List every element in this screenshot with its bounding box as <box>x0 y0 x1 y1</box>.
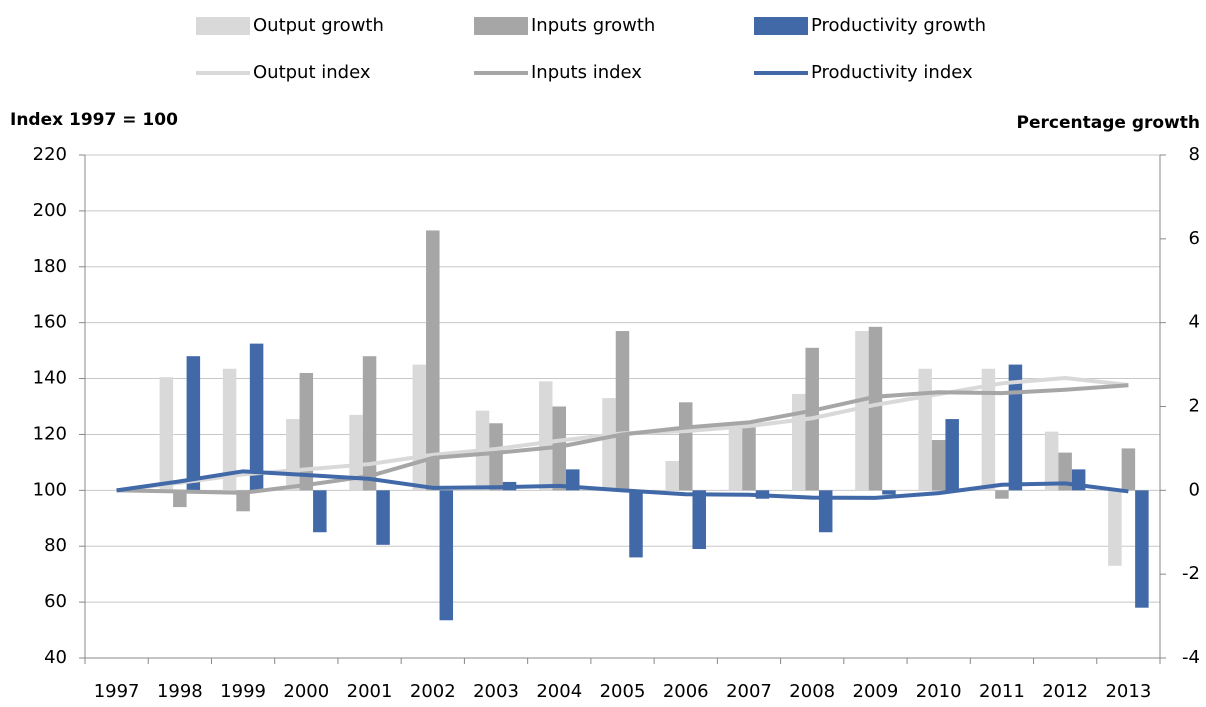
x-tick-label: 2011 <box>979 681 1025 702</box>
bar <box>1044 431 1059 491</box>
bar <box>855 331 869 491</box>
bar <box>728 427 743 491</box>
bar <box>692 490 706 550</box>
bar <box>1108 490 1122 566</box>
bar <box>1008 364 1023 491</box>
y2-tick-label: 6 <box>1189 228 1200 249</box>
bar <box>918 368 932 491</box>
bar <box>981 368 996 491</box>
bar <box>791 393 806 491</box>
bar <box>489 423 503 491</box>
x-tick-label: 2004 <box>536 681 582 702</box>
bar <box>1058 452 1072 491</box>
x-tick-label: 2010 <box>916 681 962 702</box>
bar <box>362 356 377 491</box>
x-tick-label: 2000 <box>283 681 329 702</box>
bar <box>173 490 187 508</box>
bar <box>159 377 174 491</box>
legend-swatch <box>196 17 250 35</box>
x-tick-label: 2005 <box>600 681 646 702</box>
bar <box>236 490 250 512</box>
y-tick-label: 100 <box>33 479 67 500</box>
y-tick-label: 200 <box>33 200 67 221</box>
bar <box>678 402 693 491</box>
y-axis-label: Index 1997 = 100 <box>10 110 178 130</box>
bar <box>742 427 756 491</box>
legend-label: Output growth <box>253 15 384 36</box>
x-tick-label: 2003 <box>473 681 519 702</box>
y2-tick-label: -4 <box>1182 647 1200 668</box>
bar <box>995 490 1009 499</box>
bar <box>615 331 630 491</box>
y-tick-label: 180 <box>33 256 67 277</box>
y-tick-label: 60 <box>44 591 67 612</box>
y2-tick-label: 2 <box>1189 396 1200 417</box>
bar <box>249 343 264 491</box>
legend-label: Inputs index <box>531 62 642 83</box>
y-tick-label: 140 <box>33 368 67 389</box>
y-tick-label: 40 <box>44 647 67 668</box>
bar <box>629 490 643 558</box>
bar <box>818 490 833 533</box>
y-tick-label: 160 <box>33 312 67 333</box>
legend-swatch <box>754 17 808 35</box>
bar <box>349 414 363 491</box>
x-tick-label: 2012 <box>1042 681 1088 702</box>
bar <box>313 490 327 533</box>
bar <box>426 230 440 491</box>
line <box>116 469 1129 500</box>
y-tick-label: 80 <box>44 535 67 556</box>
legend-label: Productivity growth <box>811 15 986 36</box>
legend-label: Inputs growth <box>531 15 655 36</box>
x-tick-label: 2002 <box>410 681 456 702</box>
bar <box>882 490 896 495</box>
x-tick-label: 1999 <box>220 681 266 702</box>
x-tick-label: 2006 <box>663 681 709 702</box>
x-tick-label: 2007 <box>726 681 772 702</box>
bar <box>299 372 314 491</box>
y-tick-label: 220 <box>33 144 67 165</box>
bar <box>539 381 553 491</box>
x-tick-label: 1998 <box>157 681 203 702</box>
bar <box>665 460 679 491</box>
bar <box>945 419 959 491</box>
x-tick-label: 1997 <box>94 681 140 702</box>
bar <box>186 356 201 491</box>
x-tick-label: 2013 <box>1105 681 1151 702</box>
bar <box>602 398 616 491</box>
y2-tick-label: 8 <box>1189 144 1200 165</box>
bar <box>439 490 454 621</box>
y2-tick-label: 4 <box>1189 312 1200 333</box>
x-tick-label: 2008 <box>789 681 835 702</box>
line <box>116 383 1129 495</box>
bar <box>1135 490 1149 608</box>
y2-axis-label: Percentage growth <box>1017 113 1200 133</box>
bar <box>286 419 300 491</box>
bar <box>931 440 946 491</box>
bar <box>1121 448 1136 491</box>
legend-label: Productivity index <box>811 62 973 83</box>
y2-tick-label: -2 <box>1182 563 1200 584</box>
bar <box>868 326 883 491</box>
legend-swatch <box>474 17 528 35</box>
legend-label: Output index <box>253 62 371 83</box>
bar <box>376 490 390 545</box>
x-tick-label: 2009 <box>853 681 899 702</box>
bar <box>222 368 237 491</box>
y2-tick-label: 0 <box>1189 479 1200 500</box>
x-tick-label: 2001 <box>347 681 393 702</box>
y-tick-label: 120 <box>33 423 67 444</box>
bar <box>412 364 427 491</box>
